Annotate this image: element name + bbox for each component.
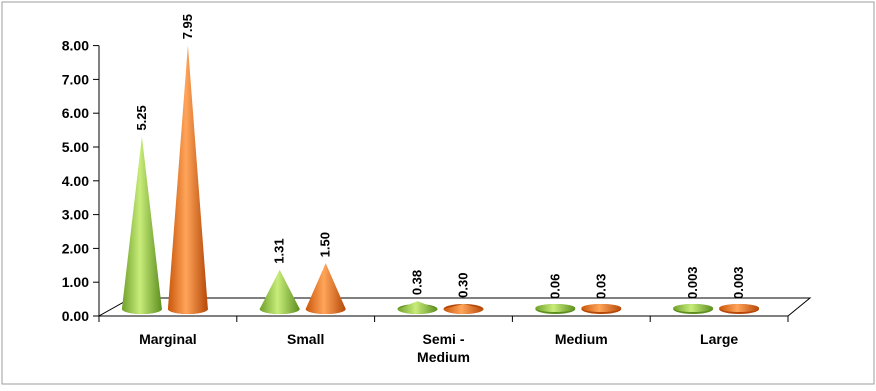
x-category-label: Semi - <box>422 331 464 347</box>
cone-bar <box>673 304 714 312</box>
cone-bar <box>443 303 484 314</box>
cone-bar <box>397 301 438 314</box>
data-label: 0.30 <box>456 273 471 298</box>
cone-bar <box>167 45 208 314</box>
y-tick-label: 5.00 <box>62 139 89 155</box>
data-label: 0.38 <box>410 270 425 295</box>
y-tick-label: 0.00 <box>62 308 89 324</box>
cone-bar <box>719 304 760 312</box>
y-tick-label: 8.00 <box>62 38 89 54</box>
data-label: 0.06 <box>547 274 562 299</box>
data-label: 7.95 <box>180 14 195 39</box>
y-tick-label: 1.00 <box>62 274 89 290</box>
data-label: 1.50 <box>318 232 333 257</box>
cone-bar <box>121 136 162 314</box>
y-tick-label: 6.00 <box>62 105 89 121</box>
chart-border <box>1 1 875 385</box>
data-label: 0.03 <box>593 274 608 299</box>
x-category-label: Marginal <box>139 331 197 347</box>
data-label: 0.003 <box>731 266 746 299</box>
marks-layer <box>121 45 760 314</box>
y-tick-label: 4.00 <box>62 173 89 189</box>
x-category-label: Large <box>700 331 738 347</box>
y-tick-label: 2.00 <box>62 240 89 256</box>
cone-bar <box>259 269 300 314</box>
cone-bar <box>305 263 346 314</box>
y-tick-label: 7.00 <box>62 71 89 87</box>
x-category-label: Small <box>287 331 324 347</box>
cone-bar <box>535 304 576 312</box>
x-category-label: Medium <box>555 331 608 347</box>
data-label: 5.25 <box>134 105 149 130</box>
x-category-label: Medium <box>417 349 470 365</box>
data-label: 1.31 <box>272 238 287 263</box>
y-tick-label: 3.00 <box>62 207 89 223</box>
cone-bar <box>581 304 622 312</box>
labels-layer: Marginal Small Semi - Medium Medium Large 5.25… <box>134 14 746 365</box>
data-label: 0.003 <box>685 266 700 299</box>
